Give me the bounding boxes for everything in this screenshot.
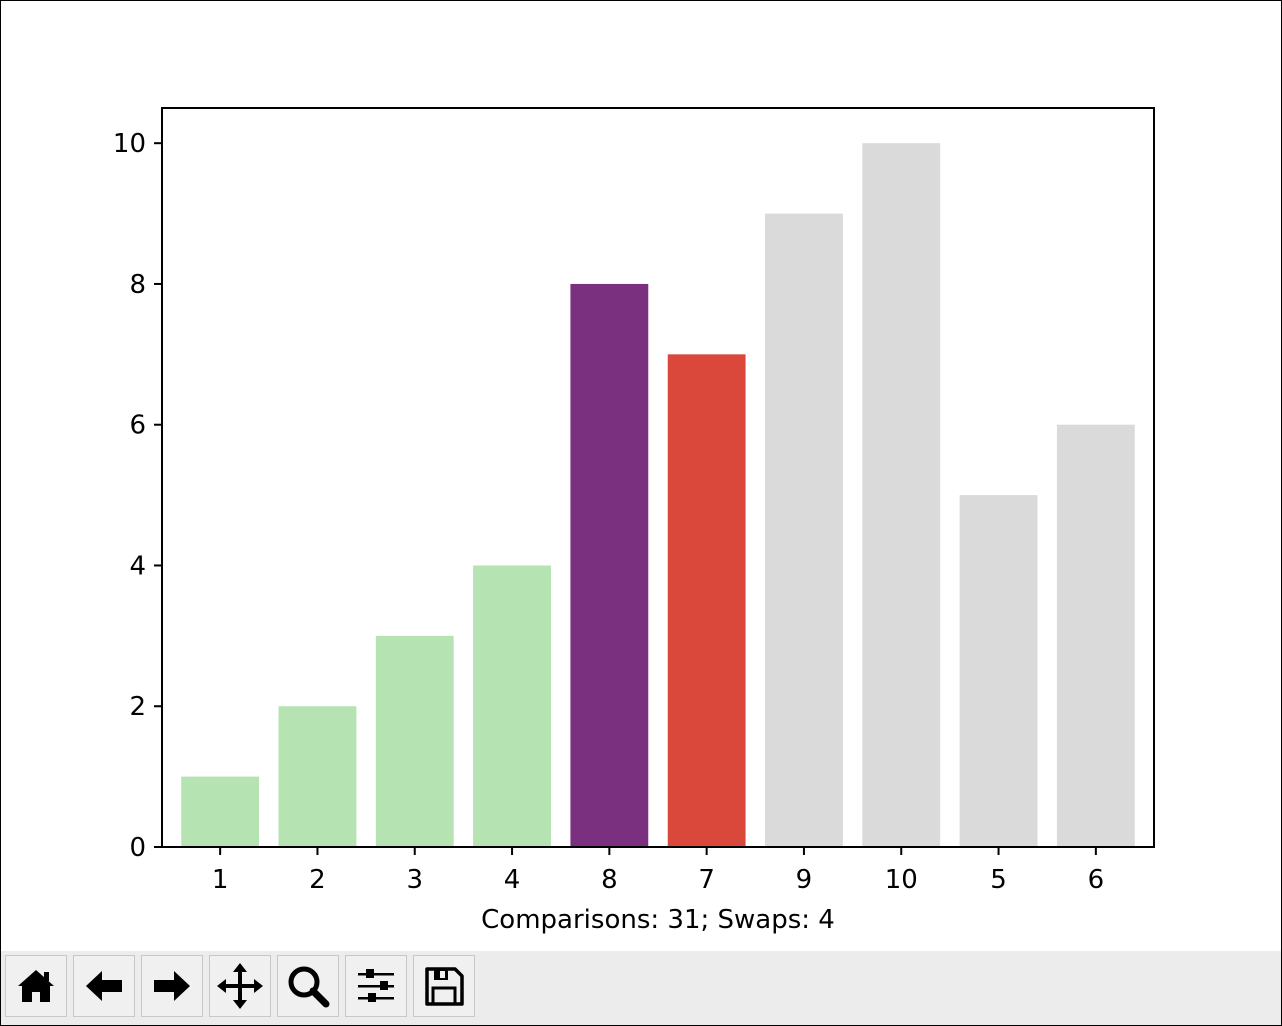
x-tick-label: 7 — [698, 865, 715, 895]
x-axis-label: Comparisons: 31; Swaps: 4 — [481, 905, 835, 935]
plot-frame — [161, 107, 1155, 848]
configure-subplots-button[interactable] — [345, 955, 407, 1017]
bar — [278, 706, 357, 847]
bar — [570, 283, 649, 847]
y-tick-label: 8 — [129, 270, 146, 300]
bar — [862, 143, 941, 847]
zoom-button[interactable] — [277, 955, 339, 1017]
y-tick-label: 0 — [129, 833, 146, 863]
bar — [181, 776, 260, 847]
floppy-disk-icon — [425, 967, 464, 1006]
x-tick-label: 4 — [504, 865, 521, 895]
move-icon — [217, 963, 263, 1009]
bar — [959, 495, 1038, 847]
bar — [765, 213, 843, 848]
navigation-toolbar — [1, 951, 1281, 1025]
x-tick-label: 9 — [796, 865, 813, 895]
home-button[interactable] — [5, 955, 67, 1017]
x-tick-label: 3 — [406, 865, 423, 895]
x-tick-label: 2 — [309, 865, 326, 895]
arrow-right-icon — [154, 971, 190, 1001]
y-tick-label: 2 — [129, 692, 146, 722]
figure-canvas: 0 2 4 6 8 10 1 2 3 4 8 7 9 10 5 6 Comparisons: 31; Swaps… — [1, 1, 1281, 951]
bar — [473, 565, 551, 847]
back-button[interactable] — [73, 955, 135, 1017]
magnifier-icon — [288, 966, 330, 1008]
x-tick-label: 5 — [990, 865, 1007, 895]
x-tick-label: 1 — [212, 865, 229, 895]
arrow-left-icon — [86, 971, 122, 1001]
pan-button[interactable] — [209, 955, 271, 1017]
bar — [667, 354, 746, 847]
y-tick-label: 6 — [129, 411, 146, 441]
y-tick-label: 4 — [129, 551, 146, 581]
x-tick-label: 6 — [1088, 865, 1105, 895]
bar — [375, 635, 454, 847]
home-icon — [18, 970, 54, 1002]
y-tick-label: 10 — [113, 129, 146, 159]
x-tick-label: 10 — [885, 865, 918, 895]
bar — [1056, 424, 1135, 847]
save-button[interactable] — [413, 955, 475, 1017]
sliders-icon — [358, 969, 394, 1002]
forward-button[interactable] — [141, 955, 203, 1017]
x-tick-label: 8 — [601, 865, 618, 895]
